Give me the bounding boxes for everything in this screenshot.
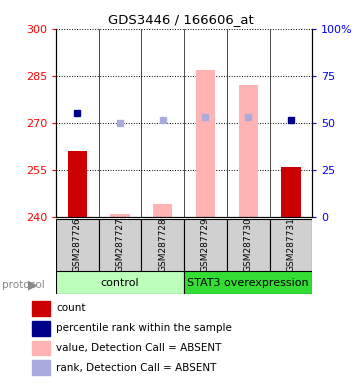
Text: protocol: protocol — [2, 280, 44, 290]
Bar — [184, 271, 312, 294]
Text: GSM287728: GSM287728 — [158, 217, 167, 272]
Bar — [110, 214, 130, 217]
Bar — [99, 219, 142, 271]
Bar — [32, 341, 49, 356]
Text: GSM287731: GSM287731 — [286, 217, 295, 272]
Text: GDS3446 / 166606_at: GDS3446 / 166606_at — [108, 13, 253, 26]
Bar — [32, 321, 49, 336]
Text: control: control — [101, 278, 139, 288]
Bar — [32, 360, 49, 375]
Text: count: count — [56, 303, 86, 313]
Text: value, Detection Call = ABSENT: value, Detection Call = ABSENT — [56, 343, 221, 353]
Text: rank, Detection Call = ABSENT: rank, Detection Call = ABSENT — [56, 363, 216, 373]
Bar — [142, 219, 184, 271]
Bar — [32, 301, 49, 316]
Bar — [68, 151, 87, 217]
Text: GSM287726: GSM287726 — [73, 217, 82, 272]
Bar — [196, 70, 215, 217]
Bar — [56, 271, 184, 294]
Bar — [281, 167, 300, 217]
Bar — [184, 219, 227, 271]
Text: ▶: ▶ — [29, 278, 38, 291]
Bar — [153, 204, 172, 217]
Text: percentile rank within the sample: percentile rank within the sample — [56, 323, 232, 333]
Bar — [227, 219, 270, 271]
Bar — [56, 219, 99, 271]
Text: GSM287729: GSM287729 — [201, 217, 210, 272]
Text: GSM287730: GSM287730 — [244, 217, 253, 272]
Bar — [239, 85, 258, 217]
Text: GSM287727: GSM287727 — [116, 217, 125, 272]
Bar — [270, 219, 312, 271]
Text: STAT3 overexpression: STAT3 overexpression — [187, 278, 309, 288]
